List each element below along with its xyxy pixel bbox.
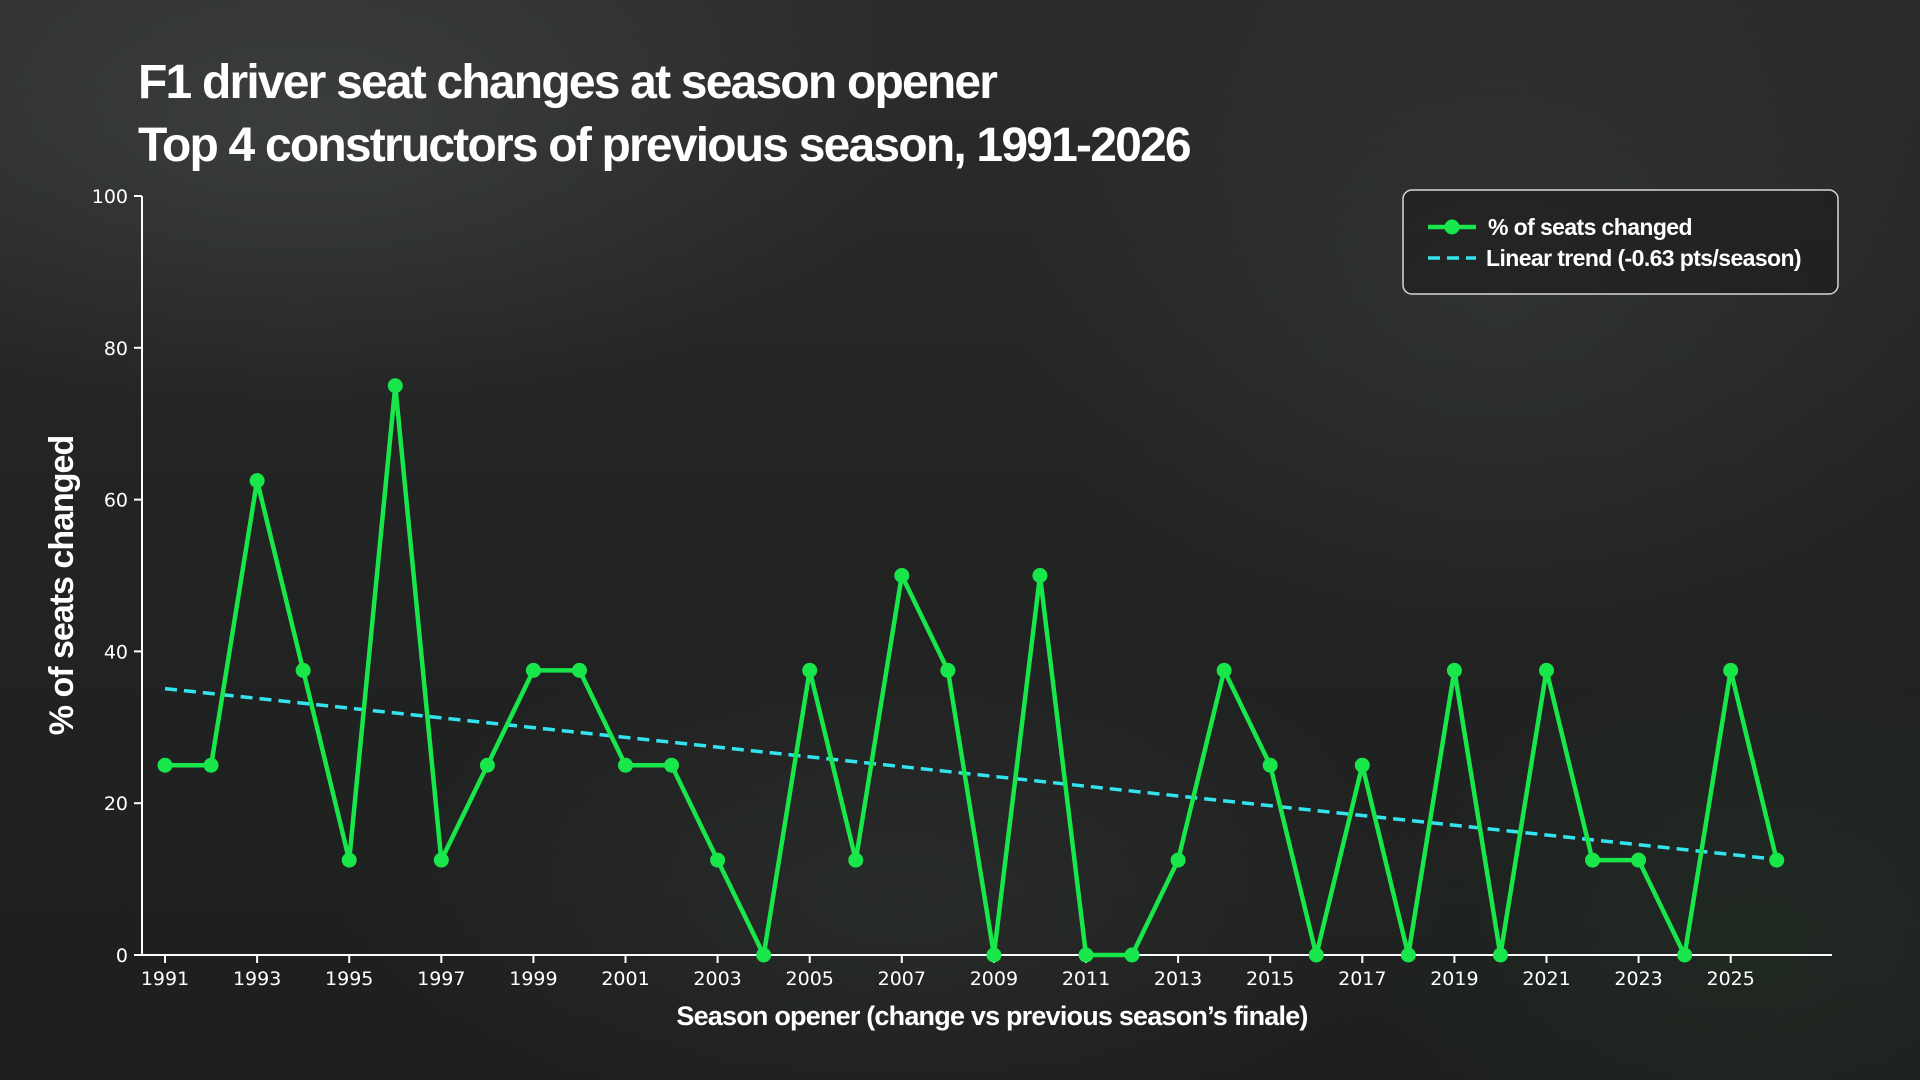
x-tick-label: 2015 — [1246, 968, 1294, 990]
x-tick-label: 2005 — [786, 968, 834, 990]
data-point — [1078, 947, 1094, 963]
series-layer — [157, 378, 1785, 963]
data-point — [1538, 662, 1554, 678]
y-tick-label: 20 — [104, 793, 128, 815]
data-point — [710, 852, 726, 868]
data-point — [1631, 852, 1647, 868]
legend-box — [1402, 189, 1839, 295]
data-point — [1262, 757, 1278, 773]
x-tick-label: 2007 — [878, 968, 926, 990]
data-point — [1354, 757, 1370, 773]
data-point — [1446, 662, 1462, 678]
data-point — [1216, 662, 1232, 678]
x-tick-label: 1993 — [233, 968, 281, 990]
legend-label-linear-trend: Linear trend (-0.63 pts/season) — [1486, 245, 1801, 271]
x-tick-label: 2011 — [1062, 968, 1110, 990]
data-point — [387, 378, 403, 394]
data-point — [756, 947, 772, 963]
x-tick-label: 2013 — [1154, 968, 1202, 990]
data-point — [1723, 662, 1739, 678]
series-line-seats-changed — [165, 383, 1779, 958]
x-tick-label: 2021 — [1522, 968, 1570, 990]
y-tick-label: 40 — [104, 641, 128, 663]
y-axis-title: % of seats changed — [43, 436, 81, 735]
legend-label-seats-changed: % of seats changed — [1488, 214, 1692, 240]
y-tick-label: 0 — [116, 945, 128, 967]
x-axis-title: Season opener (change vs previous season… — [676, 1001, 1307, 1031]
data-point — [341, 852, 357, 868]
x-tick-label: 2009 — [970, 968, 1018, 990]
data-point — [157, 757, 173, 773]
data-point — [1492, 947, 1508, 963]
data-point — [618, 757, 634, 773]
data-point — [1308, 947, 1324, 963]
y-tick-label: 80 — [104, 338, 128, 360]
x-tick-label: 2023 — [1614, 968, 1662, 990]
y-tick-label: 100 — [92, 186, 128, 208]
data-point — [203, 757, 219, 773]
legend: % of seats changed Linear trend (-0.63 p… — [1402, 189, 1839, 295]
x-tick-label: 1995 — [325, 968, 373, 990]
x-tick-label: 1991 — [141, 968, 189, 990]
data-point — [940, 662, 956, 678]
x-tick-label: 1997 — [417, 968, 465, 990]
data-point — [1677, 947, 1693, 963]
data-point — [848, 852, 864, 868]
data-point — [433, 852, 449, 868]
x-tick-label: 2003 — [693, 968, 741, 990]
data-point — [1769, 852, 1785, 868]
x-tick-label: 2017 — [1338, 968, 1386, 990]
x-tick-label: 2019 — [1430, 968, 1478, 990]
chart-title-line-2: Top 4 constructors of previous season, 1… — [138, 119, 1190, 172]
data-point — [1032, 568, 1048, 583]
data-point — [1170, 852, 1186, 868]
x-tick-label: 2001 — [601, 968, 649, 990]
data-point — [1585, 852, 1601, 868]
data-point — [664, 757, 680, 773]
data-point — [249, 473, 265, 489]
x-tick-label: 1999 — [509, 968, 557, 990]
legend-marker-seats-changed — [1444, 219, 1460, 235]
data-point — [571, 662, 587, 678]
data-point — [1124, 947, 1140, 963]
data-point — [894, 568, 910, 583]
trend-line — [164, 686, 1777, 862]
chart-title: F1 driver seat changes at season opener … — [138, 56, 1192, 172]
data-point — [525, 662, 541, 678]
data-point — [295, 662, 311, 678]
axes: 0 20 40 60 80 100 1991 1993 1995 1997 1999 2001 2003… — [92, 186, 1832, 990]
chart-title-line-1: F1 driver seat changes at season opener — [138, 56, 997, 109]
y-tick-label: 60 — [104, 490, 128, 512]
trend-layer — [164, 686, 1777, 862]
x-tick-label: 2025 — [1707, 968, 1755, 990]
data-point — [802, 662, 818, 678]
data-point — [1400, 947, 1416, 963]
data-point — [986, 947, 1002, 963]
data-point — [479, 757, 495, 773]
